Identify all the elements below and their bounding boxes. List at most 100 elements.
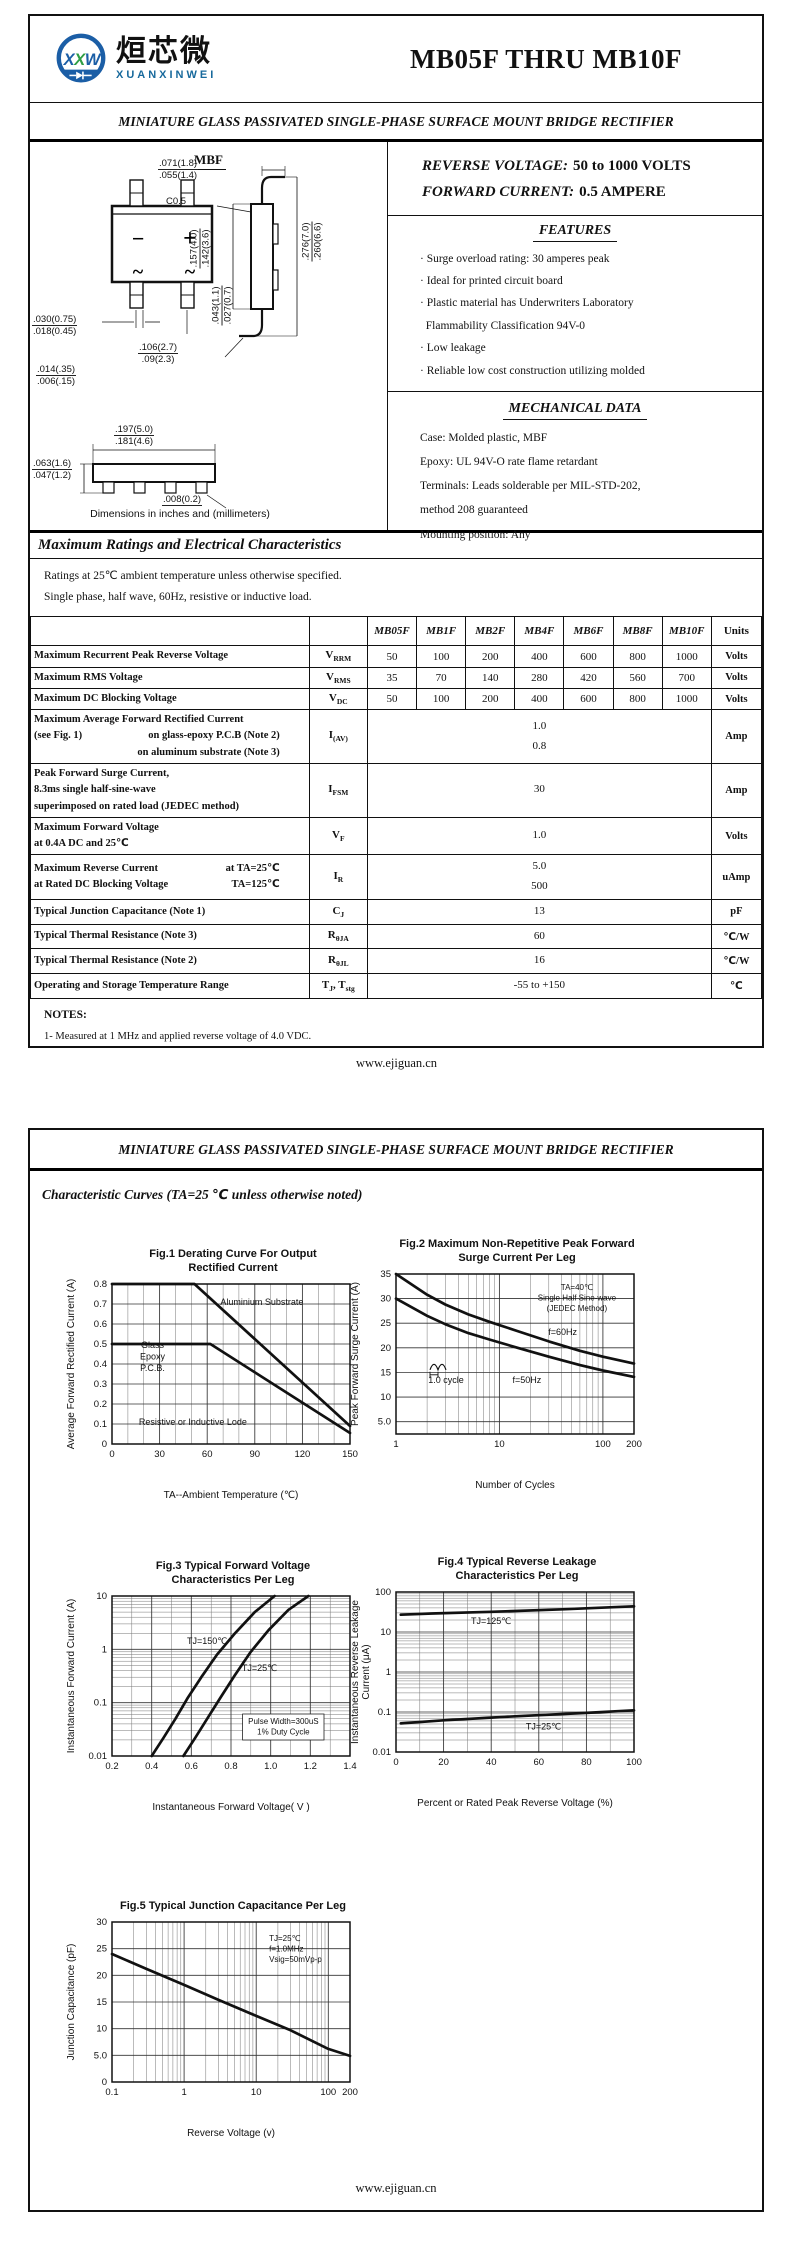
- package-side-view: [216, 166, 298, 358]
- table-cell-value: 600: [563, 687, 614, 711]
- annotation: (JEDEC Method): [547, 1304, 608, 1313]
- table-header-model: MB6F: [563, 616, 614, 647]
- y-axis-label: Junction Capacitance (pF): [66, 1943, 77, 2060]
- characteristic-curves-heading: Characteristic Curves (TA=25 ℃ unless ot…: [42, 1187, 363, 1202]
- series-line: [394, 1272, 636, 1365]
- table-cell-symbol: VRMS: [308, 666, 368, 689]
- table-cell-value: 200: [465, 645, 516, 668]
- series-line: [399, 1708, 636, 1725]
- tick-label: 0.1: [378, 1707, 391, 1718]
- symbol-base: V: [325, 649, 334, 662]
- page-title: MB05F THRU MB10F: [410, 43, 682, 74]
- series-line: [394, 1296, 636, 1378]
- figure-5-title: Fig.5 Typical Junction Capacitance Per L…: [120, 1900, 346, 1912]
- table-cell-unit: Volts: [710, 687, 762, 711]
- table-cell-value: 420: [563, 666, 614, 689]
- parameter-line-right: at TA=25℃: [225, 862, 280, 874]
- note-item: 1- Measured at 1 MHz and applied reverse…: [44, 1030, 312, 1042]
- symbol-subscript: J: [329, 984, 333, 994]
- notes-heading: NOTES:: [44, 1009, 87, 1022]
- dimension-label: .063(1.6) .047(1.2): [32, 458, 73, 481]
- table-row: Peak Forward Surge Current, 8.3ms single …: [30, 762, 762, 818]
- parameter-line: Peak Forward Surge Current,: [34, 767, 170, 779]
- parameter-line: Maximum Reverse Current at TA=25℃: [34, 861, 306, 877]
- table-cell-parameter: Maximum Recurrent Peak Reverse Voltage: [30, 645, 310, 668]
- table-cell-parameter: Typical Thermal Resistance (Note 3): [30, 923, 310, 950]
- table-cell-value: 100: [416, 645, 467, 668]
- dimension-label: .106(2.7) .09(2.3): [138, 342, 179, 365]
- feature-item: · Surge overload rating: 30 amperes peak: [420, 252, 610, 265]
- symbol-base: T: [321, 979, 330, 992]
- table-cell-value: 50: [366, 645, 418, 668]
- package-bottom-view: [80, 444, 227, 509]
- annotation: Epoxy: [140, 1351, 166, 1361]
- table-cell-value: 400: [514, 687, 565, 711]
- table-cell-unit: Volts: [710, 645, 762, 668]
- feature-item: · Low leakage: [420, 342, 486, 355]
- plus-terminal-symbol: +: [183, 226, 197, 252]
- table-cell-value: 560: [612, 666, 663, 689]
- ratings-intro: Ratings at 25℃ ambient temperature unles…: [30, 559, 762, 616]
- table-header-model: MB2F: [465, 616, 516, 647]
- x-axis-label: Percent or Rated Peak Reverse Voltage (%…: [417, 1798, 613, 1809]
- table-header-model: MB10F: [661, 616, 712, 647]
- parameter-line: at Rated DC Blocking Voltage TA=125℃: [34, 877, 306, 893]
- table-row: Typical Thermal Resistance (Note 2) RθJL 1…: [30, 948, 762, 975]
- dimension-label: .276(7.0) .260(6.6): [300, 221, 324, 262]
- value-line: 16: [533, 954, 545, 967]
- figure-1-title: Fig.1 Derating Curve For Output Rectifie…: [149, 1248, 317, 1274]
- tick-label: 100: [626, 1757, 642, 1768]
- table-cell-parameter: Typical Thermal Resistance (Note 2): [30, 948, 310, 975]
- table-cell-symbol: TJ, Tstg: [308, 973, 368, 1000]
- tick-label: 1: [102, 1644, 107, 1655]
- tick-label: 30: [96, 1917, 107, 1928]
- tick-label: 0.01: [89, 1751, 108, 1762]
- forward-current-line: FORWARD CURRENT: 0.5 AMPERE: [422, 184, 666, 201]
- table-row: Operating and Storage Temperature Range T…: [30, 973, 762, 1000]
- logo-mark-icon: X X W: [56, 33, 106, 83]
- parameter-line-right: on glass-epoxy P.C.B (Note 2): [148, 730, 280, 742]
- table-cell-symbol: VDC: [308, 687, 368, 711]
- tick-label: 15: [380, 1367, 391, 1378]
- logo-chinese-name: 烜芯微: [116, 35, 212, 68]
- package-top-view: − + ~ ~: [102, 179, 214, 334]
- features-list: · Surge overload rating: 30 amperes peak…: [388, 248, 762, 383]
- table-cell-parameter: Maximum RMS Voltage: [30, 666, 310, 689]
- figure-4: Fig.4 Typical Reverse Leakage Characteri…: [348, 1556, 650, 1818]
- table-cell-parameter: Maximum DC Blocking Voltage: [30, 687, 310, 711]
- dimension-label: .071(1.8) .055(1.4): [158, 158, 199, 181]
- table-cell-value: 35: [366, 666, 418, 689]
- tick-label: 0.8: [224, 1761, 237, 1772]
- tick-label: 30: [154, 1449, 165, 1460]
- table-row: Maximum RMS Voltage VRMS 35 70 140 280 420 560 7…: [30, 666, 762, 689]
- parameter-line-left: Maximum Reverse Current: [34, 862, 159, 874]
- tick-label: 0.1: [94, 1697, 107, 1708]
- annotation: 1% Duty Cycle: [257, 1727, 310, 1736]
- package-name: MBF: [30, 152, 387, 170]
- ratings-intro-line: Ratings at 25℃ ambient temperature unles…: [44, 570, 342, 582]
- datasheet-page-1: X X W 烜芯微 XUANXINWEI MB05F THRU MB10F MI…: [28, 14, 764, 1048]
- table-cell-symbol: IR: [308, 854, 368, 900]
- symbol-subscript: (AV): [333, 734, 348, 744]
- y-axis-label: Peak Forward Surge Current (A): [350, 1282, 361, 1426]
- parameter-line-left: (see Fig. 1): [34, 730, 83, 742]
- reverse-voltage-line: REVERSE VOLTAGE: 50 to 1000 VOLTS: [422, 158, 691, 174]
- symbol-subscript: F: [340, 834, 345, 844]
- value-line: 30: [533, 783, 545, 796]
- logo-english-name: XUANXINWEI: [116, 69, 217, 81]
- figure-1-chart: 0 30 60 90 120 150 0 0.1 0.2 0.3 0.4 0.5 0.6 0.7 0.8 Al…: [66, 1278, 358, 1500]
- dimension-label: .157(4.0) .142(3.6): [188, 228, 212, 269]
- tick-label: 1.2: [304, 1761, 317, 1772]
- tick-label: 1.4: [343, 1761, 356, 1772]
- symbol-base: I: [333, 870, 338, 882]
- notes-section: NOTES: 1- Measured at 1 MHz and applied …: [30, 999, 762, 1046]
- value-line: 1.0: [532, 829, 547, 842]
- mechanical-data-heading: MECHANICAL DATA: [388, 401, 762, 421]
- table-cell-unit: ℃: [710, 973, 762, 1000]
- table-header-row: MB05F MB1F MB2F MB4F MB6F MB8F MB10F Units: [30, 616, 762, 647]
- figure-5-chart: 0.1 1 10 100 200 0 5.0 10 15 20 25 30 TJ=25℃f=1.0MHz…: [66, 1917, 358, 2139]
- mechanical-item: Epoxy: UL 94V-O rate flame retardant: [420, 456, 598, 469]
- ratings-section-title: Maximum Ratings and Electrical Character…: [30, 530, 762, 559]
- tick-label: 1: [181, 2087, 186, 2098]
- annotation: 1.0 cycle: [428, 1374, 464, 1384]
